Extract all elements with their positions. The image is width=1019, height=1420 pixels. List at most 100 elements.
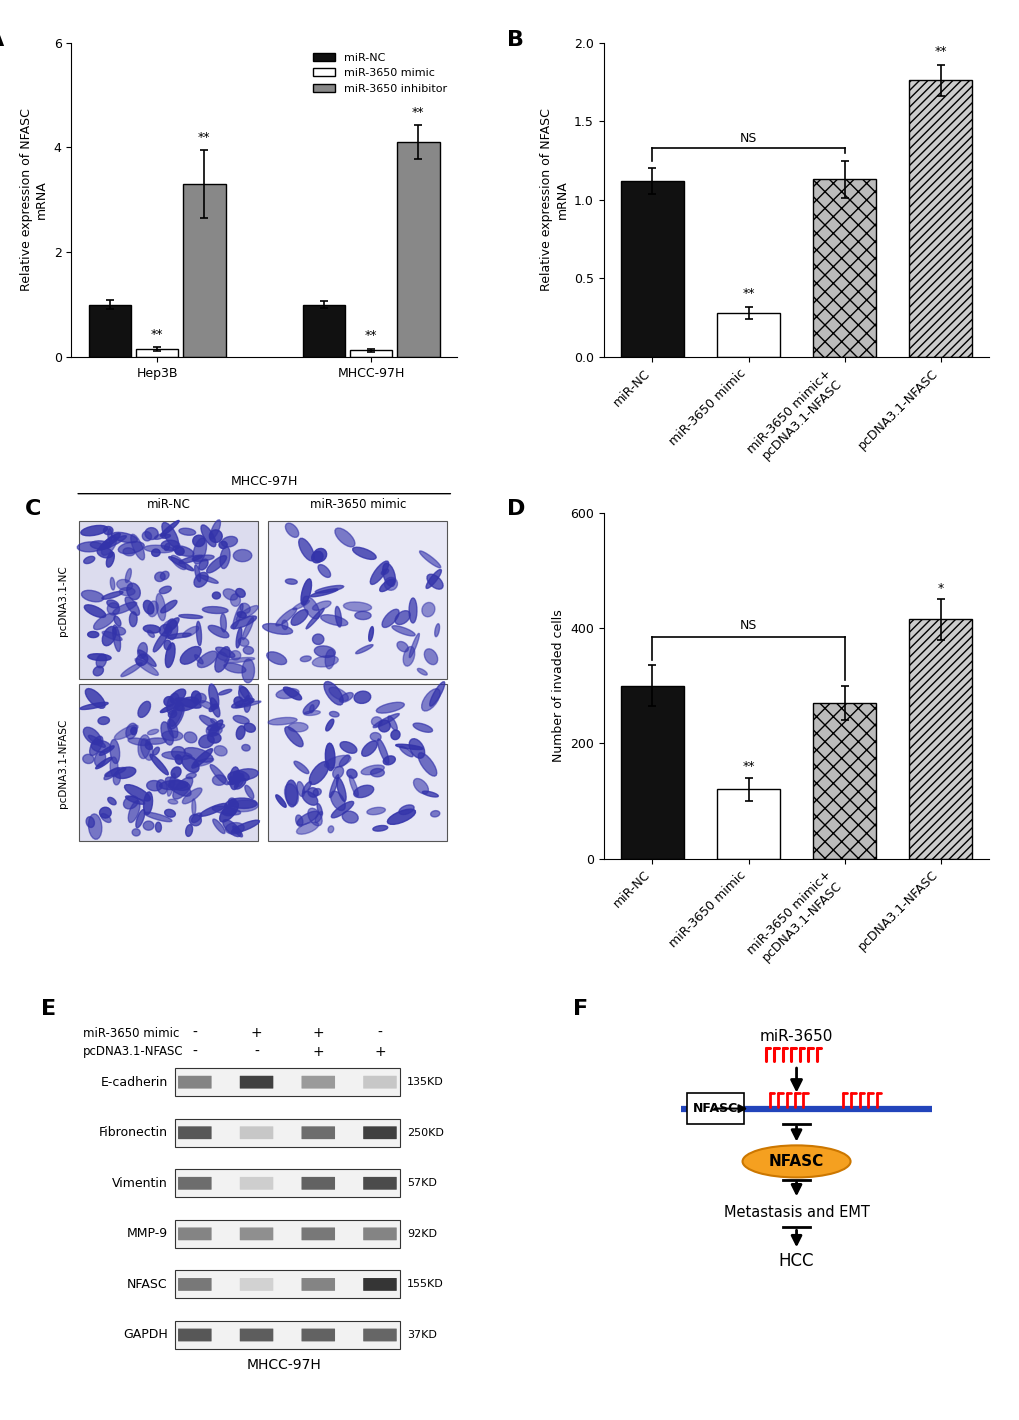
Text: NFASC: NFASC — [692, 1102, 738, 1115]
Polygon shape — [421, 689, 440, 711]
Polygon shape — [192, 555, 214, 561]
Polygon shape — [335, 606, 341, 628]
Text: +: + — [251, 1027, 262, 1039]
Polygon shape — [131, 829, 140, 836]
Polygon shape — [102, 626, 116, 646]
Polygon shape — [161, 601, 177, 613]
Polygon shape — [262, 623, 292, 635]
Polygon shape — [119, 588, 135, 595]
FancyBboxPatch shape — [363, 1227, 396, 1240]
FancyBboxPatch shape — [247, 1181, 266, 1186]
FancyBboxPatch shape — [179, 1329, 210, 1340]
Polygon shape — [222, 819, 240, 836]
Polygon shape — [86, 816, 95, 828]
FancyBboxPatch shape — [686, 1093, 744, 1123]
FancyBboxPatch shape — [308, 1333, 328, 1338]
FancyBboxPatch shape — [367, 1230, 392, 1238]
Text: 135KD: 135KD — [407, 1078, 443, 1088]
FancyBboxPatch shape — [178, 1076, 211, 1089]
Polygon shape — [362, 741, 377, 757]
Polygon shape — [312, 656, 338, 667]
Polygon shape — [144, 601, 154, 613]
Polygon shape — [220, 613, 226, 632]
Polygon shape — [111, 532, 138, 542]
Polygon shape — [339, 755, 350, 767]
Text: -: - — [254, 1045, 259, 1059]
Polygon shape — [235, 701, 261, 707]
FancyBboxPatch shape — [268, 521, 447, 679]
FancyBboxPatch shape — [184, 1333, 205, 1338]
Polygon shape — [422, 602, 434, 616]
Polygon shape — [197, 622, 202, 646]
FancyBboxPatch shape — [244, 1281, 269, 1288]
Polygon shape — [104, 768, 119, 780]
FancyBboxPatch shape — [245, 1180, 268, 1186]
Polygon shape — [233, 716, 249, 724]
FancyBboxPatch shape — [183, 1231, 206, 1237]
Text: -: - — [193, 1027, 197, 1039]
Text: NFASC: NFASC — [127, 1278, 168, 1291]
Polygon shape — [224, 799, 236, 808]
FancyBboxPatch shape — [243, 1078, 270, 1086]
Polygon shape — [89, 736, 105, 747]
FancyBboxPatch shape — [174, 1068, 399, 1096]
FancyBboxPatch shape — [183, 1130, 206, 1136]
Polygon shape — [164, 697, 174, 706]
Polygon shape — [236, 726, 245, 740]
Polygon shape — [163, 621, 177, 630]
Polygon shape — [213, 819, 225, 834]
Polygon shape — [162, 534, 170, 538]
Polygon shape — [212, 775, 226, 785]
Polygon shape — [242, 744, 250, 751]
Polygon shape — [391, 626, 415, 636]
FancyBboxPatch shape — [239, 1076, 273, 1089]
Polygon shape — [409, 633, 419, 657]
FancyBboxPatch shape — [302, 1227, 334, 1240]
Polygon shape — [409, 738, 424, 758]
Polygon shape — [193, 538, 207, 564]
Polygon shape — [103, 535, 126, 548]
FancyBboxPatch shape — [302, 1126, 334, 1139]
FancyBboxPatch shape — [174, 1119, 399, 1147]
Polygon shape — [211, 719, 217, 724]
Polygon shape — [172, 777, 193, 799]
FancyBboxPatch shape — [367, 1129, 392, 1136]
FancyBboxPatch shape — [308, 1130, 328, 1135]
Polygon shape — [201, 525, 216, 547]
Polygon shape — [239, 686, 253, 703]
FancyBboxPatch shape — [307, 1180, 329, 1186]
Polygon shape — [143, 821, 154, 831]
FancyBboxPatch shape — [304, 1230, 332, 1238]
Polygon shape — [162, 523, 178, 548]
Polygon shape — [297, 811, 318, 825]
Polygon shape — [101, 814, 111, 822]
FancyBboxPatch shape — [180, 1331, 209, 1339]
Polygon shape — [98, 717, 109, 724]
Polygon shape — [169, 781, 190, 791]
Polygon shape — [353, 547, 376, 559]
Polygon shape — [138, 734, 150, 758]
FancyBboxPatch shape — [239, 1278, 273, 1291]
Text: pcDNA3.1-NFASC: pcDNA3.1-NFASC — [83, 1045, 183, 1058]
FancyBboxPatch shape — [306, 1078, 330, 1086]
Polygon shape — [215, 646, 229, 672]
FancyBboxPatch shape — [306, 1281, 330, 1288]
Polygon shape — [361, 765, 384, 775]
Polygon shape — [159, 586, 171, 594]
Polygon shape — [324, 755, 351, 768]
Polygon shape — [161, 540, 179, 551]
Polygon shape — [308, 808, 322, 826]
Polygon shape — [136, 655, 148, 666]
Legend: miR-NC, miR-3650 mimic, miR-3650 inhibitor: miR-NC, miR-3650 mimic, miR-3650 inhibit… — [308, 48, 451, 98]
FancyBboxPatch shape — [303, 1177, 333, 1189]
FancyBboxPatch shape — [364, 1329, 395, 1340]
Polygon shape — [228, 775, 243, 785]
Polygon shape — [153, 747, 159, 755]
Text: **: ** — [742, 287, 754, 301]
Polygon shape — [210, 764, 228, 785]
FancyBboxPatch shape — [370, 1081, 389, 1085]
Polygon shape — [341, 811, 358, 824]
Polygon shape — [329, 774, 338, 798]
Polygon shape — [418, 753, 436, 777]
Text: pcDNA3.1-NC: pcDNA3.1-NC — [57, 565, 67, 636]
